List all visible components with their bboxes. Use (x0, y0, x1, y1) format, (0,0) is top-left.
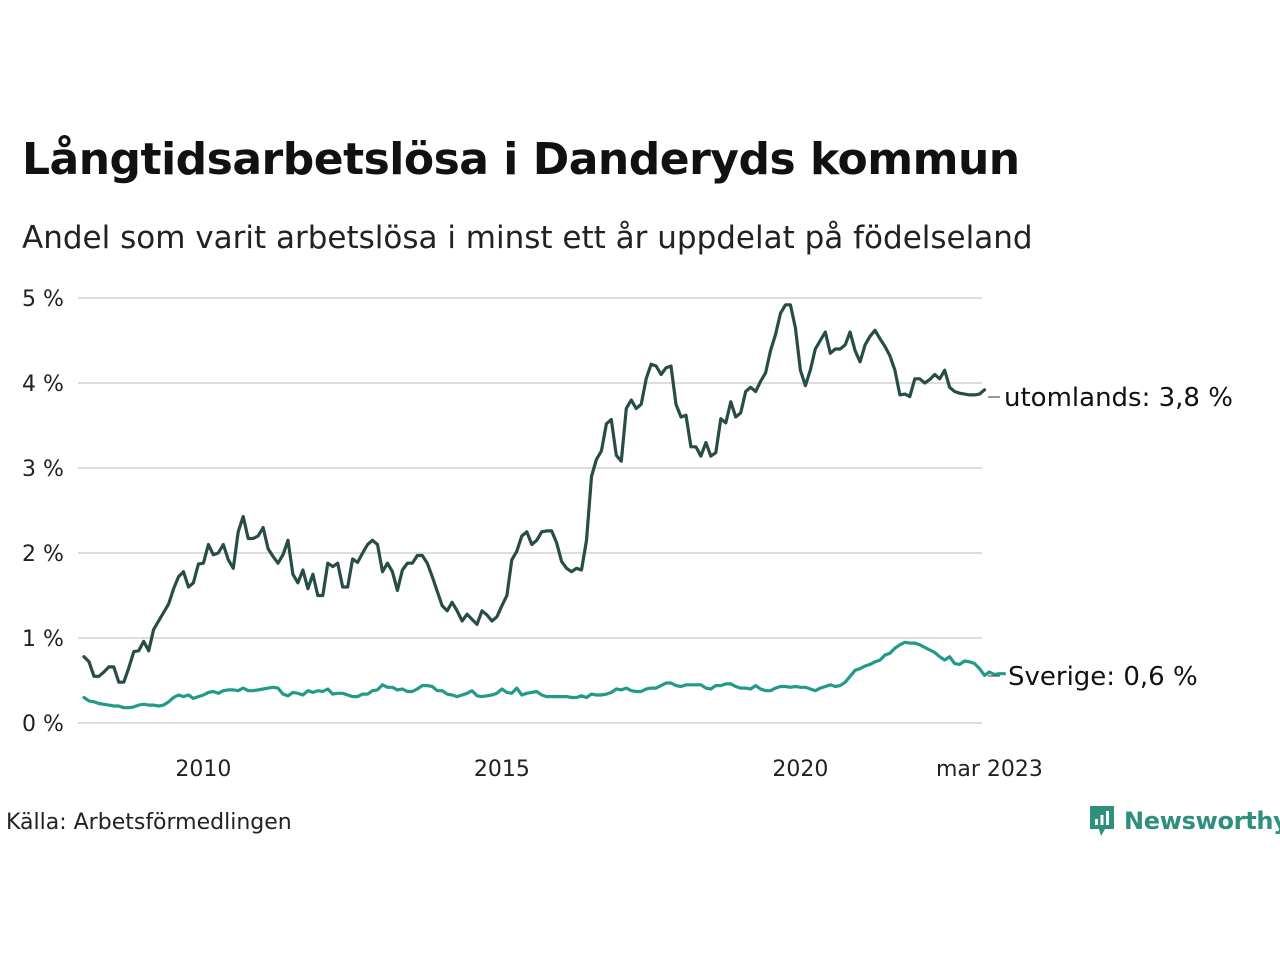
y-tick-label: 5 % (22, 287, 64, 312)
x-tick-label: 2010 (175, 757, 231, 782)
grid-lines (78, 297, 982, 724)
end-label-utomlands: utomlands: 3,8 % (1004, 383, 1233, 413)
chart-subtitle: Andel som varit arbetslösa i minst ett å… (22, 220, 1033, 256)
y-axis-labels: 0 % 1 % 2 % 3 % 4 % 5 % (22, 287, 64, 737)
series-line-sverige (82, 640, 1007, 710)
source-note: Källa: Arbetsförmedlingen (6, 810, 292, 835)
series-lines (82, 303, 1007, 710)
x-axis-labels: 2010 2015 2020 mar 2023 (175, 757, 1043, 782)
series-line-utomlands (82, 303, 987, 684)
newsworthy-logo-icon (1090, 806, 1114, 836)
newsworthy-logo-text: Newsworthy (1124, 807, 1280, 835)
y-tick-label: 0 % (22, 712, 64, 737)
y-tick-label: 1 % (22, 627, 64, 652)
x-tick-label: 2015 (474, 757, 530, 782)
x-tick-label: 2020 (772, 757, 828, 782)
y-tick-label: 4 % (22, 372, 64, 397)
y-tick-label: 3 % (22, 457, 64, 482)
newsworthy-logo: Newsworthy (1088, 804, 1280, 838)
chart-title: Långtidsarbetslösa i Danderyds kommun (22, 134, 1020, 185)
y-tick-label: 2 % (22, 542, 64, 567)
x-tick-label: mar 2023 (936, 757, 1043, 782)
series-end-labels: utomlands: 3,8 % Sverige: 0,6 % (988, 383, 1233, 692)
end-label-sverige: Sverige: 0,6 % (1008, 662, 1198, 692)
